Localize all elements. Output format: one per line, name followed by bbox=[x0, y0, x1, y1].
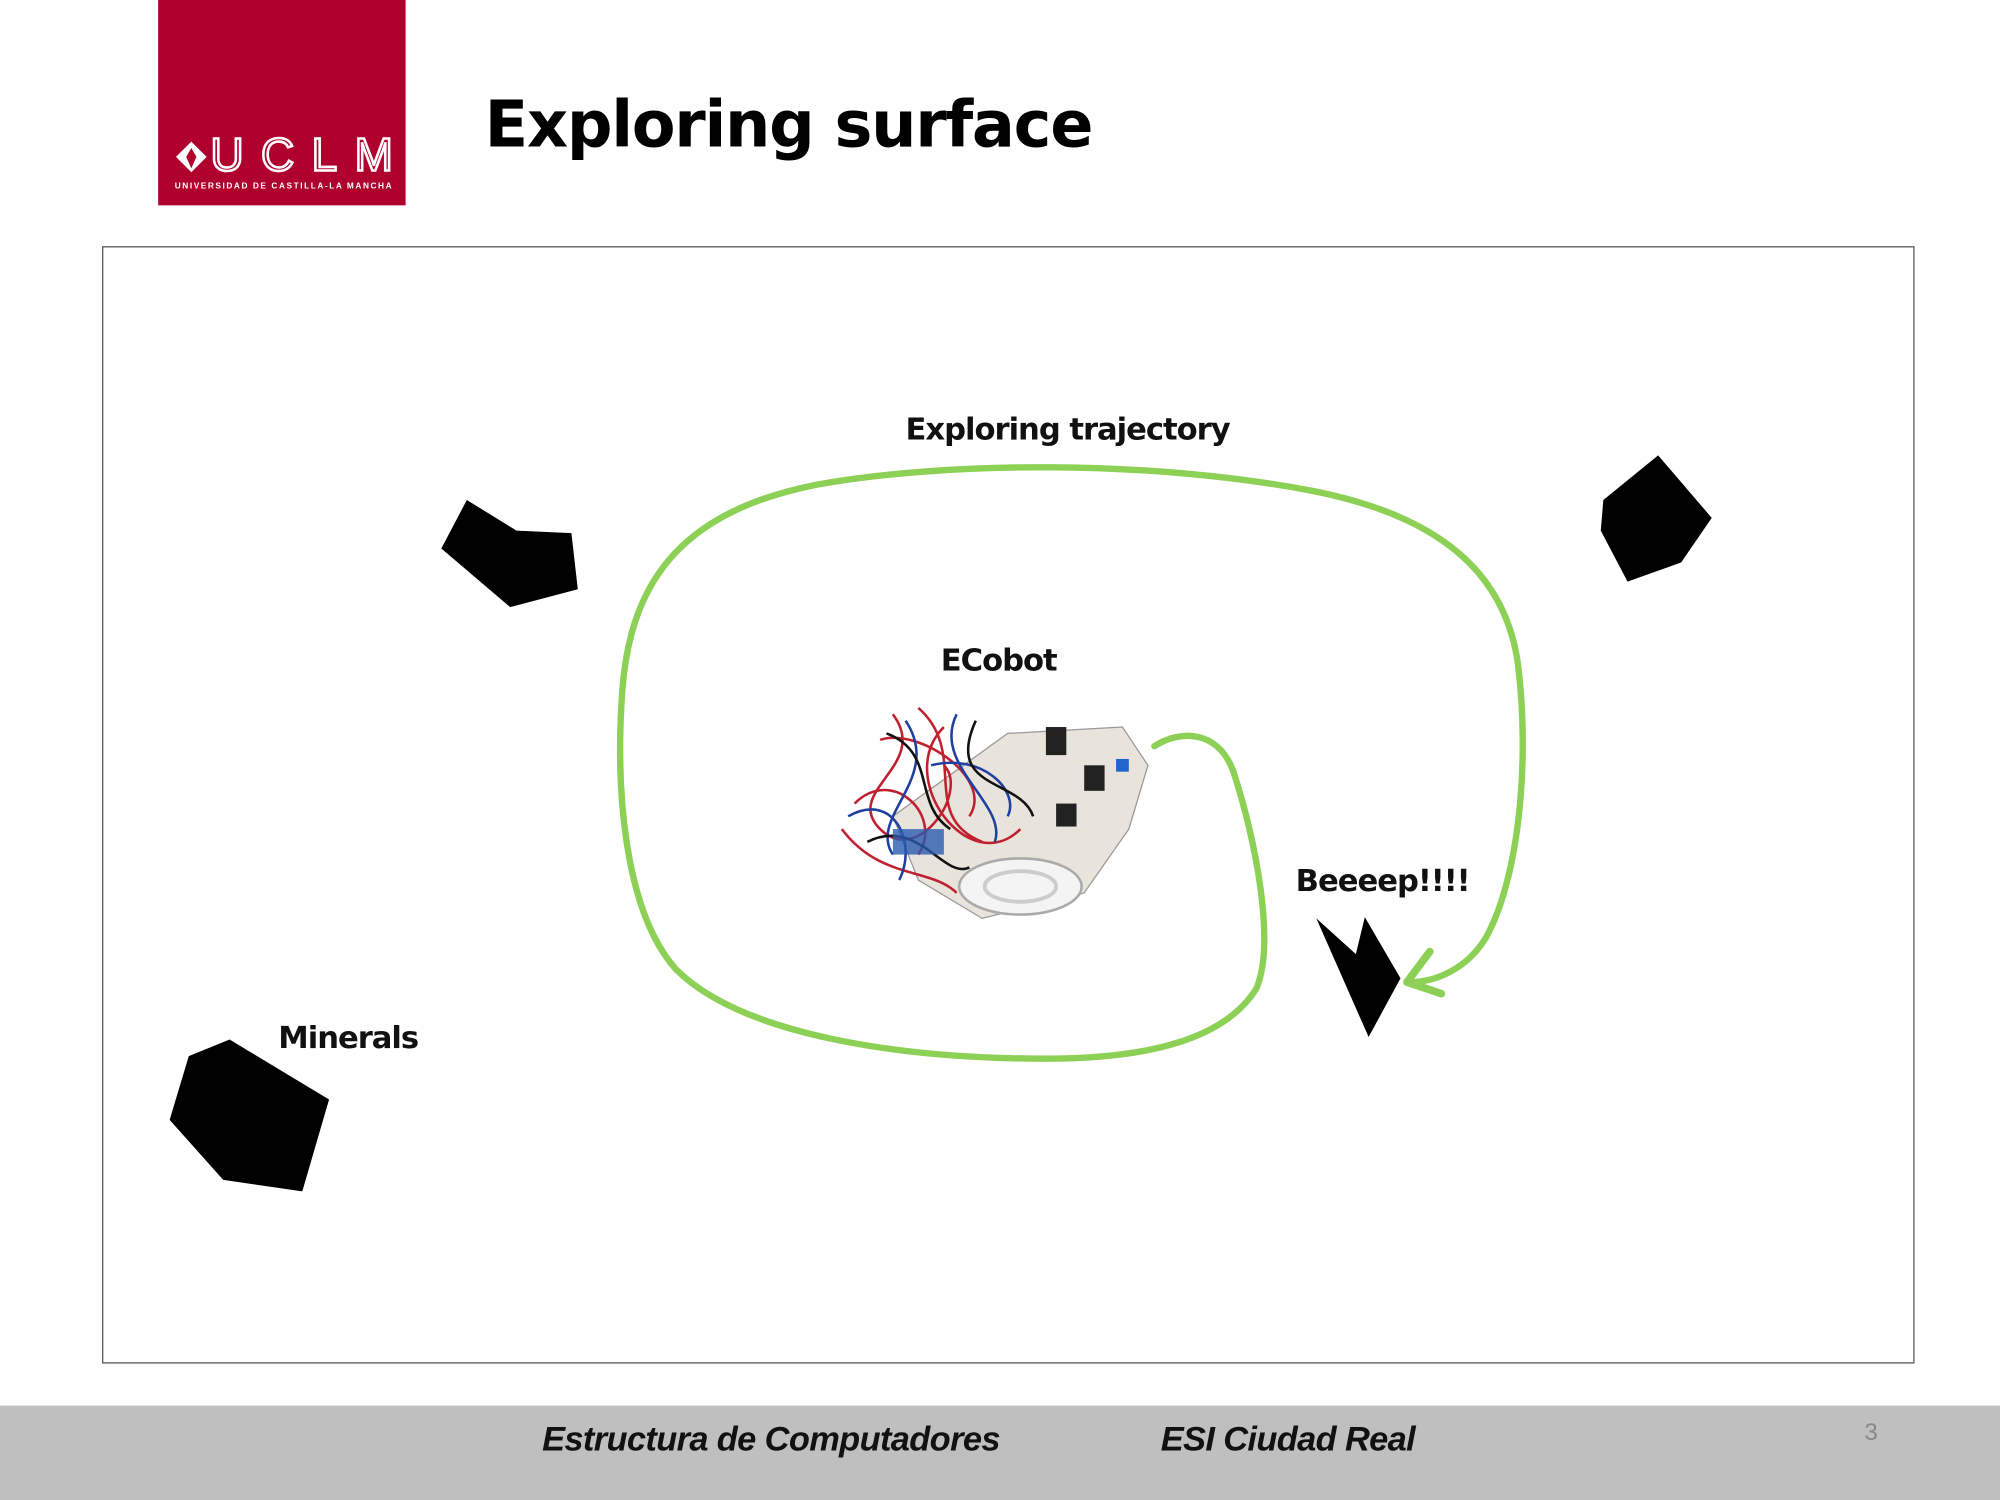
alert-label: Beeeep!!!! bbox=[1296, 864, 1470, 899]
mineral-rock bbox=[169, 1039, 330, 1192]
logo-subtext: UNIVERSIDAD DE CASTILLA-LA MANCHA bbox=[175, 180, 392, 190]
mineral-rock bbox=[441, 500, 578, 608]
logo-box bbox=[158, 0, 406, 206]
logo-icon bbox=[176, 141, 207, 173]
footer-school: ESI Ciudad Real bbox=[1161, 1420, 1417, 1458]
slide-title: Exploring surface bbox=[485, 88, 1092, 162]
trajectory-path bbox=[617, 464, 1526, 1062]
minerals-label: Minerals bbox=[278, 1021, 418, 1056]
trajectory-label: Exploring trajectory bbox=[906, 413, 1231, 448]
footer-bar bbox=[0, 1405, 2000, 1500]
page-number: 3 bbox=[1864, 1419, 1877, 1446]
mineral-rock bbox=[1600, 455, 1712, 582]
robot-illustration bbox=[840, 706, 1149, 920]
trajectory-arrowhead bbox=[1403, 947, 1446, 998]
mineral-rock bbox=[1316, 917, 1401, 1037]
robot-label: ECobot bbox=[941, 643, 1057, 678]
footer-course: Estructura de Computadores bbox=[542, 1420, 1000, 1458]
